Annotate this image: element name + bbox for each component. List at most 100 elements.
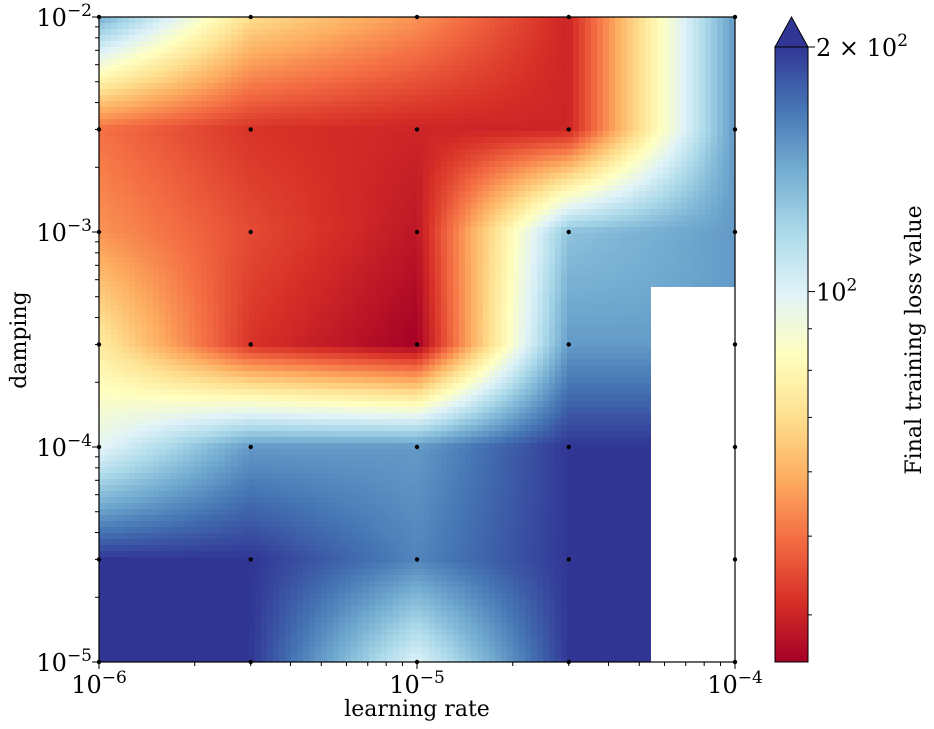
heatmap-cell [159,167,166,174]
heatmap-cell [327,503,334,510]
heatmap-cell [159,389,166,396]
heatmap-cell [279,413,286,420]
heatmap-cell [117,605,124,612]
heatmap-cell [237,239,244,246]
heatmap-cell [327,131,334,138]
heatmap-cell [243,41,250,48]
heatmap-cell [123,335,130,342]
heatmap-cell [249,467,256,474]
heatmap-cell [261,413,268,420]
heatmap-cell [129,53,136,60]
heatmap-cell [207,185,214,192]
heatmap-cell [345,593,352,600]
heatmap-cell [213,413,220,420]
heatmap-cell [285,119,292,126]
heatmap-cell [345,47,352,54]
heatmap-cell [153,653,160,660]
heatmap-cell [237,245,244,252]
heatmap-cell [135,203,142,210]
heatmap-cell [303,137,310,144]
heatmap-cell [171,47,178,54]
heatmap-cell [201,659,208,662]
heatmap-cell [291,275,298,282]
heatmap-cell [369,497,376,504]
heatmap-cell [321,527,328,534]
heatmap-cell [207,509,214,516]
heatmap-cell [255,149,262,156]
heatmap-cell [261,353,268,360]
heatmap-cell [255,413,262,420]
heatmap-cell [363,551,370,558]
heatmap-cell [147,419,154,426]
heatmap-cell [255,503,262,510]
heatmap-cell [99,65,106,72]
heatmap-cell [111,131,118,138]
heatmap-cell [357,653,364,660]
heatmap-cell [243,161,250,168]
heatmap-cell [159,245,166,252]
heatmap-cell [339,23,346,30]
heatmap-cell [225,179,232,186]
heatmap-cell [225,611,232,618]
heatmap-cell [123,485,130,492]
heatmap-cell [303,365,310,372]
heatmap-cell [333,119,340,126]
heatmap-cell [333,491,340,498]
heatmap-cell [363,107,370,114]
heatmap-cell [165,395,172,402]
heatmap-cell [255,599,262,606]
heatmap-cell [183,239,190,246]
heatmap-cell [273,305,280,312]
heatmap-cell [147,623,154,630]
heatmap-cell [243,641,250,648]
heatmap-cell [285,629,292,636]
heatmap-cell [291,479,298,486]
heatmap-cell [213,41,220,48]
heatmap-cell [117,515,124,522]
heatmap-cell [297,563,304,570]
heatmap-cell [303,233,310,240]
heatmap-cell [177,125,184,132]
heatmap-cell [315,41,322,48]
heatmap-cell [315,545,322,552]
heatmap-cell [207,635,214,642]
heatmap-cell [117,437,124,444]
heatmap-cell [231,641,238,648]
heatmap-cell [249,221,256,228]
heatmap-cell [255,191,262,198]
heatmap-cell [285,467,292,474]
heatmap-cell [309,341,316,348]
heatmap-cell [219,347,226,354]
heatmap-cell [273,89,280,96]
heatmap-cell [153,311,160,318]
heatmap-cell [351,605,358,612]
heatmap-cell [183,167,190,174]
heatmap-cell [207,557,214,564]
heatmap-cell [159,173,166,180]
heatmap-cell [105,347,112,354]
heatmap-cell [117,89,124,96]
heatmap-cell [135,95,142,102]
heatmap-cell [159,395,166,402]
heatmap-cell [135,389,142,396]
heatmap-cell [273,311,280,318]
heatmap-cell [303,311,310,318]
heatmap-cell [285,251,292,258]
heatmap-cell [207,527,214,534]
heatmap-cell [117,287,124,294]
heatmap-cell [129,365,136,372]
heatmap-cell [273,503,280,510]
heatmap-cell [171,443,178,450]
heatmap-cell [189,83,196,90]
heatmap-cell [183,413,190,420]
heatmap-cell [333,365,340,372]
heatmap-cell [219,65,226,72]
heatmap-cell [339,77,346,84]
heatmap-cell [369,23,376,30]
heatmap-cell [231,377,238,384]
heatmap-cell [279,659,286,662]
heatmap-cell [135,131,142,138]
heatmap-cell [267,437,274,444]
heatmap-cell [297,581,304,588]
heatmap-cell [231,479,238,486]
